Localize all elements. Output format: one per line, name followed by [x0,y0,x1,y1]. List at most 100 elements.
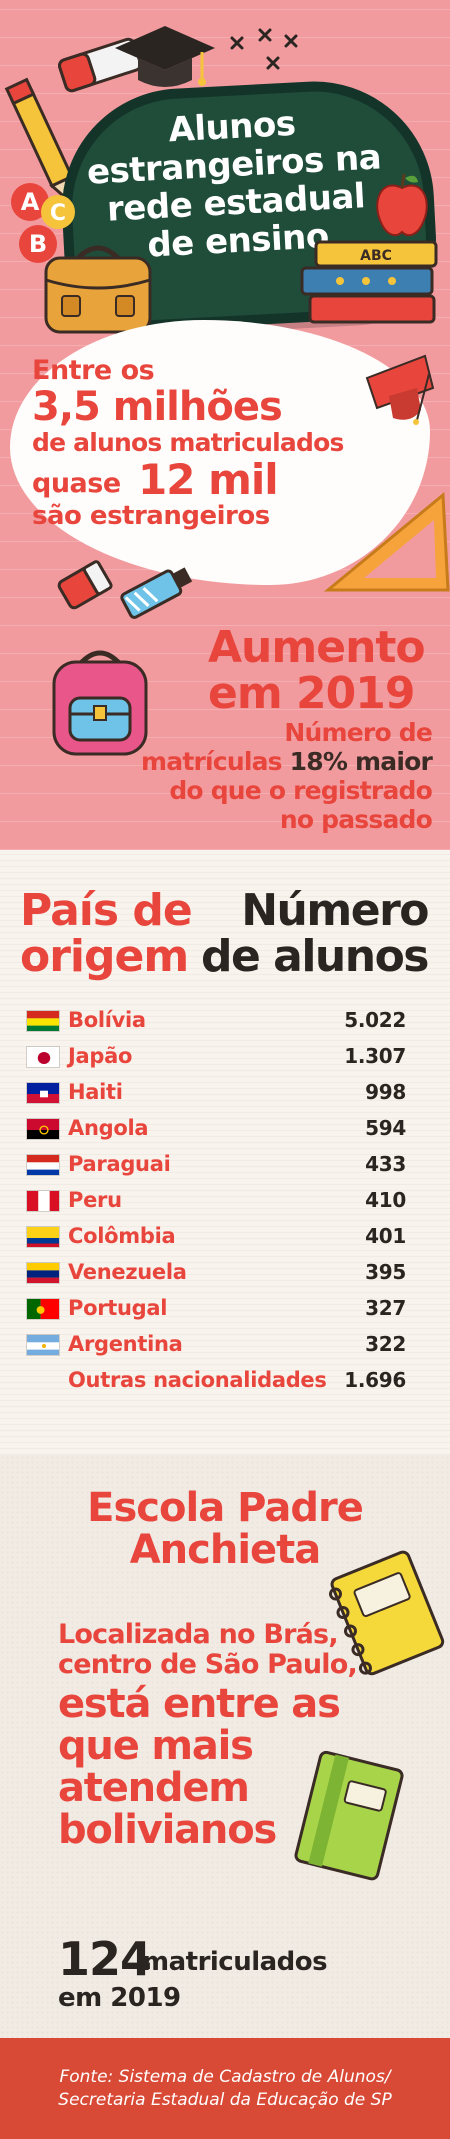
student-count: 401 [365,1224,406,1248]
block-letter-c: C [50,201,66,226]
student-count: 594 [365,1116,406,1140]
source-footer: Fonte: Sistema de Cadastro de Alunos/ Se… [0,2038,450,2139]
table-row: Peru 410 [26,1185,406,1217]
column-header-students-line-1: Número [241,885,429,936]
intro-line-1: Entre os [32,355,155,386]
increase-title: Aumento em 2019 [208,622,426,719]
books-stack-icon: ABC [300,240,438,324]
country-name: Peru [68,1188,122,1212]
table-row: Haiti 998 [26,1077,406,1109]
intro-foreign-students: 12 mil [138,455,279,504]
school-enrollment-year: em 2019 [58,1983,181,2013]
increase-text-line-1: Número de [284,718,432,747]
student-count: 998 [365,1080,406,1104]
intro-line-4: quase [32,468,121,499]
block-letter-a: A [21,188,40,216]
table-row: Argentina 322 [26,1329,406,1361]
green-notebook-icon [294,1750,404,1881]
paint-tube-icon [120,567,193,619]
column-header-country: País de origem [20,885,193,982]
paraguay-flag-icon [26,1154,60,1176]
school-title: Escola Padre Anchieta [0,1487,450,1571]
colombia-flag-icon [26,1226,60,1248]
country-name: Outras nacionalidades [68,1368,327,1392]
student-count: 322 [365,1332,406,1356]
graduation-cap-icon [115,26,215,87]
increase-title-line-2: em 2019 [208,668,415,719]
table-row: Bolívia 5.022 [26,1005,406,1037]
student-count: 395 [365,1260,406,1284]
student-count: 1.696 [344,1368,406,1392]
school-section [0,1455,450,2038]
table-row: Paraguai 433 [26,1149,406,1181]
venezuela-flag-icon [26,1262,60,1284]
increase-text: Número de matrículas 18% maior do que o … [72,718,433,834]
block-letter-b: B [29,230,47,258]
country-name: Bolívia [68,1008,146,1032]
country-name: Colômbia [68,1224,176,1248]
intro-line-3: de alunos matriculados [32,428,344,457]
school-highlight-line-4: bolivianos [58,1807,277,1853]
increase-percentage: 18% maior [289,747,433,776]
student-count: 410 [365,1188,406,1212]
letter-blocks-icon: A C B [11,183,75,263]
table-row: Outras nacionalidades 1.696 [26,1365,406,1397]
argentina-flag-icon [26,1334,60,1356]
student-count: 1.307 [344,1044,406,1068]
country-name: Argentina [68,1332,183,1356]
increase-text-line-3: do que o registrado [169,776,432,805]
school-enrollment-count: 124 [58,1932,152,1986]
school-enrollment-label: matriculados [142,1947,328,1977]
glue-stick-icon [57,560,113,610]
intro-total-students: 3,5 milhões [32,384,283,430]
apple-icon [376,173,428,237]
country-name: Angola [68,1116,149,1140]
table-row: Angola 594 [26,1113,406,1145]
school-title-line-2: Anchieta [129,1527,322,1573]
schoolbag-icon [44,245,152,334]
school-highlight-line-3: atendem [58,1765,250,1811]
haiti-flag-icon [26,1082,60,1104]
student-count: 327 [365,1296,406,1320]
school-location-line-2: centro de São Paulo, [58,1649,358,1680]
table-row: Portugal 327 [26,1293,406,1325]
yellow-notebook-icon [328,1550,445,1676]
increase-text-line-4: no passado [279,805,433,834]
school-highlight-line-1: está entre as [58,1681,341,1727]
country-name: Haiti [68,1080,123,1104]
peru-flag-icon [26,1190,60,1212]
book-label: ABC [360,248,392,264]
table-row: Colômbia 401 [26,1221,406,1253]
school-location: Localizada no Brás, centro de São Paulo, [58,1619,358,1680]
student-count: 433 [365,1152,406,1176]
set-square-icon [323,491,450,592]
bolivia-flag-icon [26,1010,60,1032]
country-name: Venezuela [68,1260,187,1284]
school-title-line-1: Escola Padre [87,1485,364,1531]
japan-flag-icon [26,1046,60,1068]
school-location-line-1: Localizada no Brás, [58,1619,339,1650]
country-table-section [0,850,450,1455]
intro-line-5: são estrangeiros [32,501,270,531]
eraser-icon [58,37,142,93]
source-line-1: Fonte: Sistema de Cadastro de Alunos/ [59,2067,391,2087]
table-row: Venezuela 395 [26,1257,406,1289]
school-highlight-line-2: que mais [58,1723,254,1769]
column-header-country-line-2: origem [20,931,189,982]
school-highlight: está entre as que mais atendem boliviano… [58,1681,341,1853]
portugal-flag-icon [26,1298,60,1320]
increase-title-line-1: Aumento [208,622,426,673]
column-header-country-line-1: País de [20,885,193,936]
increase-text-line-2: matrículas 18% maior [72,747,433,776]
student-count: 5.022 [344,1008,406,1032]
column-header-students: Número de alunos [201,885,430,982]
increase-text-enrollments: matrículas [141,747,283,776]
intro-highlight-area [10,320,430,585]
angola-flag-icon [26,1118,60,1140]
country-name: Paraguai [68,1152,171,1176]
column-header-students-line-2: de alunos [201,931,430,982]
small-graduation-cap-icon [365,354,435,425]
country-name: Japão [68,1044,133,1068]
cross-marks-decoration [230,28,298,70]
